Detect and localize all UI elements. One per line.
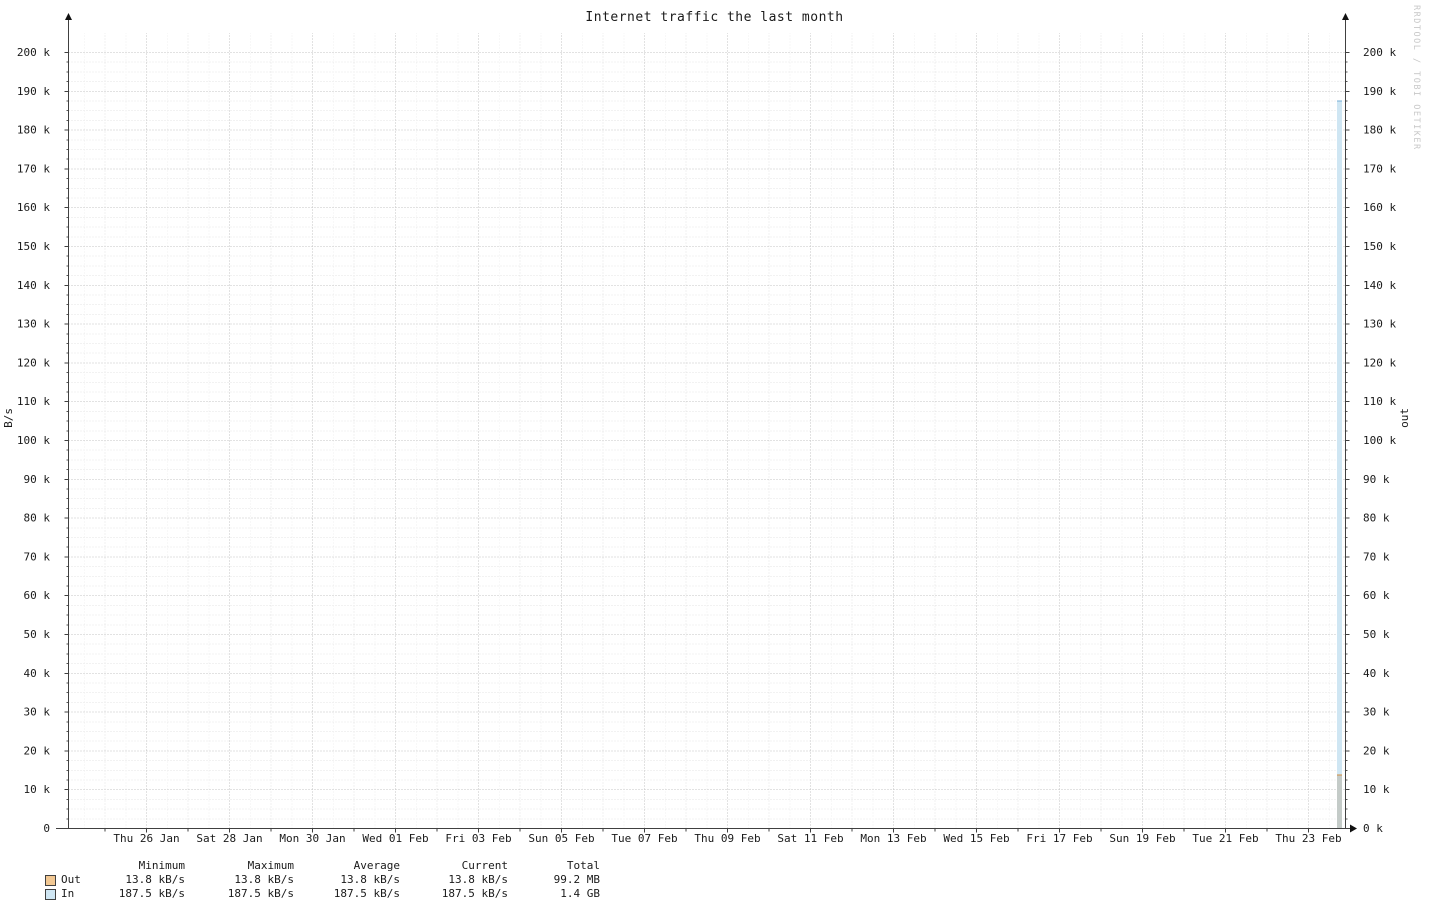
legend-value-cell: 187.5 kB/s <box>441 887 508 900</box>
series-name-label: Out <box>61 873 81 886</box>
y-axis-label-left: 190 k <box>17 85 50 98</box>
legend-value-cell: 99.2 MB <box>553 873 600 886</box>
x-axis-date-label: Wed 15 Feb <box>943 832 1009 845</box>
x-axis-date-label: Fri 17 Feb <box>1026 832 1092 845</box>
legend-name-cell: In <box>45 887 100 901</box>
x-axis-date-label: Tue 21 Feb <box>1192 832 1258 845</box>
legend-value-cell: 13.8 kB/s <box>234 873 294 886</box>
legend-header-cell: Average <box>353 859 400 872</box>
legend-value-cell: 13.8 kB/s <box>125 873 185 886</box>
series-name-label: In <box>61 887 75 900</box>
legend-header-cell: Total <box>566 859 600 872</box>
y-axis-label-right: 200 k <box>1363 46 1396 59</box>
legend-row-out: Out 13.8 kB/s 13.8 kB/s 13.8 kB/s 13.8 kB/s 9… <box>45 873 600 887</box>
y-axis-label-right: 190 k <box>1363 85 1396 98</box>
y-axis-label-left: 50 k <box>24 628 51 641</box>
y-axis-label-right: 160 k <box>1363 201 1396 214</box>
legend-value-cell: 187.5 kB/s <box>118 887 185 900</box>
y-axis-label-left: 180 k <box>17 124 50 137</box>
x-axis-date-label: Sat 28 Jan <box>196 832 262 845</box>
x-axis-date-label: Mon 13 Feb <box>860 832 926 845</box>
y-axis-label-left: 20 k <box>24 744 51 757</box>
y-axis-label-left: 120 k <box>17 356 50 369</box>
in-area-bar <box>1337 101 1342 829</box>
legend-value-cell: 187.5 kB/s <box>333 887 400 900</box>
y-axis-label-left: 60 k <box>24 589 51 602</box>
legend-value-cell: 13.8 kB/s <box>340 873 400 886</box>
y-axis-label-left: 10 k <box>24 783 51 796</box>
y-axis-label-right: 60 k <box>1363 589 1390 602</box>
y-axis-label-right: 20 k <box>1363 744 1390 757</box>
x-axis-date-label: Sat 11 Feb <box>777 832 843 845</box>
out-area-bar <box>1337 774 1342 829</box>
y-axis-label-right: 90 k <box>1363 473 1390 486</box>
y-axis-label-right: 70 k <box>1363 550 1390 563</box>
x-axis-arrow <box>1350 824 1357 833</box>
y-axis-label-left: 40 k <box>24 667 51 680</box>
y-axis-label-left: 200 k <box>17 46 50 59</box>
legend-value-cell: 187.5 kB/s <box>227 887 294 900</box>
y-axis-left-arrow <box>65 13 72 20</box>
y-axis-label-right: 10 k <box>1363 783 1390 796</box>
y-axis-label-left: 80 k <box>24 512 51 525</box>
chart-canvas: Thu 26 Jan Sat 28 Jan Mon 30 Jan Wed 01 Feb… <box>17 13 1396 845</box>
y-axis-label-right: 80 k <box>1363 512 1390 525</box>
out-swatch <box>45 874 56 886</box>
y-axis-label-left: 0 <box>43 822 50 835</box>
y-axis-label-right: 0 k <box>1363 822 1383 835</box>
legend-row-in: In 187.5 kB/s 187.5 kB/s 187.5 kB/s 187.5 kB… <box>45 887 600 901</box>
legend-header-cell: Minimum <box>138 859 185 872</box>
legend: Minimum Maximum Average Current Total Out 13.8… <box>45 859 600 901</box>
legend-value-cell: 1.4 GB <box>560 887 600 900</box>
y-axis-label-right: 30 k <box>1363 706 1390 719</box>
y-axis-label-left: 70 k <box>24 550 51 563</box>
y-axis-label-left: 110 k <box>17 395 50 408</box>
x-axis-date-label: Sun 19 Feb <box>1109 832 1175 845</box>
legend-header-spacer <box>45 859 100 873</box>
y-axis-label-right: 150 k <box>1363 240 1396 253</box>
legend-name-cell: Out <box>45 873 100 887</box>
legend-value-cell: 13.8 kB/s <box>448 873 508 886</box>
x-axis-date-label: Thu 23 Feb <box>1275 832 1341 845</box>
y-axis-label-right: 110 k <box>1363 395 1396 408</box>
rrdtool-watermark: RRDTOOL / TOBI OETIKER <box>1411 5 1421 151</box>
y-axis-label-right: 50 k <box>1363 628 1390 641</box>
legend-header-row: Minimum Maximum Average Current Total <box>45 859 600 873</box>
y-axis-label-left: 100 k <box>17 434 50 447</box>
y-axis-label-right: 100 k <box>1363 434 1396 447</box>
y-axis-right-arrow <box>1342 13 1349 20</box>
y-axis-label-right: 40 k <box>1363 667 1390 680</box>
y-axis-label-left: 130 k <box>17 318 50 331</box>
y-axis-label-right: 120 k <box>1363 356 1396 369</box>
legend-header-cell: Maximum <box>247 859 294 872</box>
in-swatch <box>45 888 56 900</box>
y-axis-label-right: 130 k <box>1363 318 1396 331</box>
x-axis-date-label: Tue 07 Feb <box>611 832 677 845</box>
legend-header-cell: Current <box>461 859 508 872</box>
x-axis-date-label: Wed 01 Feb <box>362 832 428 845</box>
y-axis-label-left: 160 k <box>17 201 50 214</box>
y-axis-label-right: 140 k <box>1363 279 1396 292</box>
y-axis-label-left: 30 k <box>24 706 51 719</box>
x-axis-date-label: Mon 30 Jan <box>279 832 345 845</box>
x-axis-date-label: Thu 26 Jan <box>113 832 179 845</box>
x-axis-date-label: Fri 03 Feb <box>445 832 511 845</box>
x-axis-date-label: Sun 05 Feb <box>528 832 594 845</box>
y-axis-label-left: 90 k <box>24 473 51 486</box>
y-axis-label-right: 170 k <box>1363 162 1396 175</box>
chart-title: Internet traffic the last month <box>585 10 844 25</box>
y-axis-label-left: 140 k <box>17 279 50 292</box>
y-axis-label-right: 180 k <box>1363 124 1396 137</box>
x-axis-date-label: Thu 09 Feb <box>694 832 760 845</box>
y-axis-label-left: 170 k <box>17 162 50 175</box>
y-axis-label-left: 150 k <box>17 240 50 253</box>
